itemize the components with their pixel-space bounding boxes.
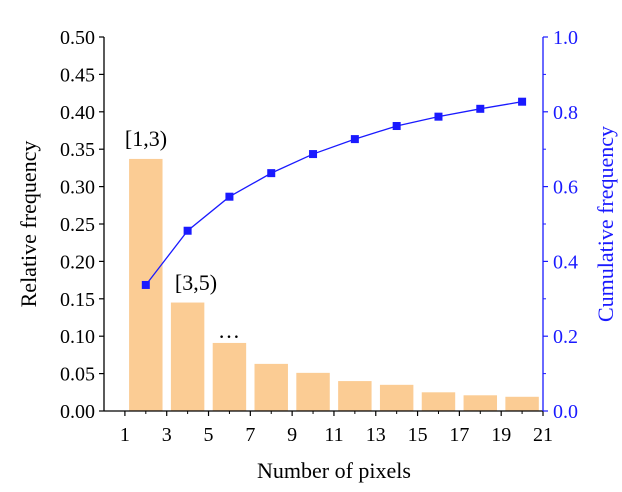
cumulative-point: [267, 169, 276, 178]
cumulative-point: [225, 192, 234, 201]
y2-tick-label: 1.0: [553, 27, 578, 49]
axes-group: [103, 37, 544, 412]
x-tick-label: 1: [120, 424, 130, 446]
y2-axis-label: Cumulative frequency: [593, 126, 618, 322]
y2-tick-label: 0.8: [553, 102, 578, 124]
x-tick-label: 17: [449, 424, 469, 446]
x-tick-label: 9: [287, 424, 297, 446]
bar-18: [463, 395, 498, 411]
bars-group: [129, 158, 539, 411]
x-tick-label: 5: [204, 424, 214, 446]
x-tick-label: 7: [245, 424, 255, 446]
x-tick-label: 15: [408, 424, 428, 446]
y-axis-label: Relative frequency: [16, 141, 41, 308]
y-tick-label: 0.10: [60, 326, 95, 348]
x-tick-label: 11: [324, 424, 343, 446]
bar-8: [254, 363, 288, 411]
cumulative-point: [183, 226, 192, 235]
bar-20: [505, 396, 539, 411]
y2-tick-label: 0.0: [553, 401, 578, 423]
bar-14: [379, 384, 414, 411]
bar-6: [212, 342, 247, 411]
y-tick-label: 0.50: [60, 27, 95, 49]
bar-16: [421, 392, 456, 411]
y2-tick-label: 0.4: [553, 251, 578, 273]
cumulative-line: [145, 101, 523, 286]
y2-tick-label: 0.6: [553, 177, 578, 199]
cumulative-point: [350, 135, 359, 144]
x-tick-label: 3: [162, 424, 172, 446]
y-tick-label: 0.35: [60, 139, 95, 161]
line-group: [141, 97, 527, 289]
y-tick-label: 0.05: [60, 364, 95, 386]
bar-10: [296, 372, 330, 411]
y-tick-label: 0.20: [60, 251, 95, 273]
cumulative-point: [476, 104, 485, 113]
annotation-1-3: [1,3): [125, 126, 167, 151]
cumulative-point: [434, 112, 443, 121]
y-tick-label: 0.25: [60, 214, 95, 236]
x-tick-label: 19: [491, 424, 511, 446]
y-tick-label: 0.00: [60, 401, 95, 423]
annotation-3-5: [3,5): [175, 270, 217, 295]
y2-tick-label: 0.2: [553, 326, 578, 348]
cumulative-point: [141, 280, 150, 289]
annotation-ellipsis: …: [218, 318, 240, 343]
cumulative-point: [392, 122, 401, 131]
y-tick-label: 0.15: [60, 289, 95, 311]
y-tick-label: 0.40: [60, 102, 95, 124]
x-tick-label: 21: [533, 424, 553, 446]
y-tick-label: 0.30: [60, 177, 95, 199]
cumulative-point: [518, 97, 527, 106]
ticks-group: 1 3 5 7 9 11 13 15 17 19 210.000.050.100.150.200.2…: [60, 27, 578, 446]
bar-4: [170, 302, 205, 411]
x-axis-label: Number of pixels: [257, 458, 411, 483]
bar-12: [338, 381, 372, 411]
y-tick-label: 0.45: [60, 64, 95, 86]
x-tick-label: 13: [366, 424, 386, 446]
cumulative-point: [309, 150, 318, 159]
